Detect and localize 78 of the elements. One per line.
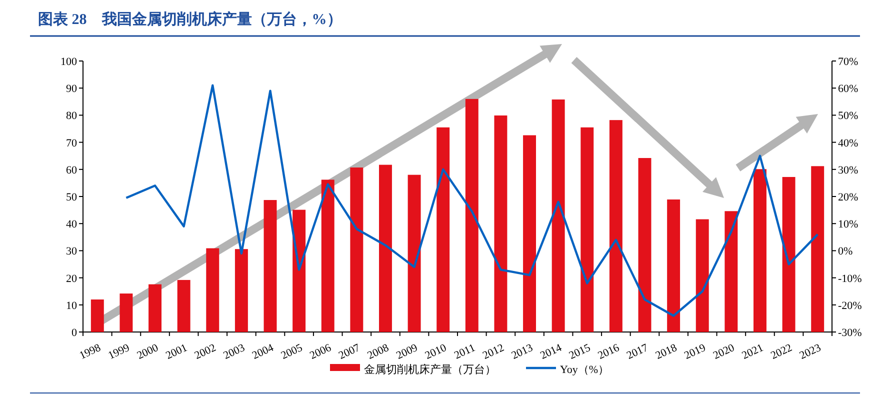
bar [609, 120, 622, 332]
bar [206, 248, 220, 332]
x-tick-label: 2023 [798, 342, 824, 362]
y2-tick-label: -30% [838, 327, 862, 339]
bar [350, 168, 364, 332]
x-tick-label: 2019 [682, 342, 708, 362]
x-tick-label: 2009 [394, 342, 420, 362]
bar [638, 158, 652, 332]
x-tick-label: 2011 [452, 342, 478, 362]
bar [148, 284, 162, 332]
x-tick-label: 2014 [538, 342, 564, 362]
legend-label: 金属切削机床产量（万台） [364, 363, 496, 376]
y2-tick-label: 30% [838, 164, 858, 176]
x-tick-label: 2002 [192, 342, 218, 362]
x-tick-label: 2008 [366, 342, 392, 362]
y2-tick-label: -10% [838, 272, 862, 285]
x-tick-label: 2000 [135, 342, 161, 362]
bar [811, 166, 824, 332]
bar [724, 211, 738, 332]
bar [436, 127, 450, 332]
x-tick-label: 2022 [769, 342, 794, 362]
x-tick-label: 2016 [596, 342, 622, 362]
x-tick-label: 2005 [279, 342, 305, 362]
y2-tick-label: 20% [838, 192, 858, 204]
bar [120, 294, 133, 332]
bar [465, 98, 478, 332]
y-tick-label: 50 [66, 192, 78, 204]
y-tick-label: 80 [66, 110, 78, 122]
bar [264, 200, 277, 332]
y2-tick-label: 70% [838, 56, 858, 68]
bar [177, 280, 190, 332]
y2-tick-label: 0% [838, 246, 853, 258]
x-tick-label: 2007 [336, 342, 362, 362]
x-tick-label: 2012 [480, 342, 506, 362]
bar [580, 127, 594, 332]
x-tick-label: 2013 [510, 342, 536, 362]
x-tick-label: 2021 [740, 342, 766, 362]
bar [523, 135, 536, 332]
bar [667, 199, 680, 332]
bar [292, 210, 306, 332]
y-tick-label: 40 [66, 218, 78, 231]
bar [234, 249, 248, 332]
y2-tick-label: 50% [838, 110, 858, 122]
bar [408, 174, 421, 332]
bar [379, 164, 392, 332]
x-tick-label: 1999 [106, 342, 132, 362]
x-tick-label: 2003 [222, 342, 248, 362]
bar [321, 180, 334, 332]
x-tick-label: 1998 [78, 342, 104, 362]
y-tick-label: 10 [66, 300, 78, 312]
y2-tick-label: -20% [838, 300, 862, 312]
y-tick-label: 70 [66, 137, 78, 150]
bar [782, 176, 796, 332]
x-tick-label: 2004 [250, 342, 276, 362]
bar [494, 115, 508, 332]
y2-tick-label: 60% [838, 83, 858, 96]
bar [696, 219, 709, 332]
x-tick-label: 2010 [423, 342, 449, 362]
y-tick-label: 30 [66, 246, 78, 258]
x-tick-label: 2015 [567, 342, 593, 362]
bar [552, 99, 565, 332]
y-tick-label: 90 [66, 83, 78, 96]
x-tick-label: 2017 [625, 342, 650, 362]
y-tick-label: 0 [72, 327, 78, 339]
y2-tick-label: 10% [838, 218, 858, 231]
bar [754, 169, 766, 332]
legend-label: Yoy（%） [560, 364, 610, 376]
x-tick-label: 2020 [711, 342, 737, 362]
chart-title: 图表 28 我国金属切削机床产量（万台，%） [38, 10, 342, 28]
x-tick-label: 2006 [308, 342, 334, 362]
y-tick-label: 20 [66, 272, 78, 285]
line-series [125, 84, 819, 317]
y-tick-label: 60 [66, 164, 78, 176]
x-tick-label: 2018 [654, 342, 680, 362]
bar [90, 299, 104, 332]
x-tick-label: 2001 [164, 342, 190, 362]
y2-tick-label: 40% [838, 137, 858, 150]
y-tick-label: 100 [60, 56, 78, 68]
